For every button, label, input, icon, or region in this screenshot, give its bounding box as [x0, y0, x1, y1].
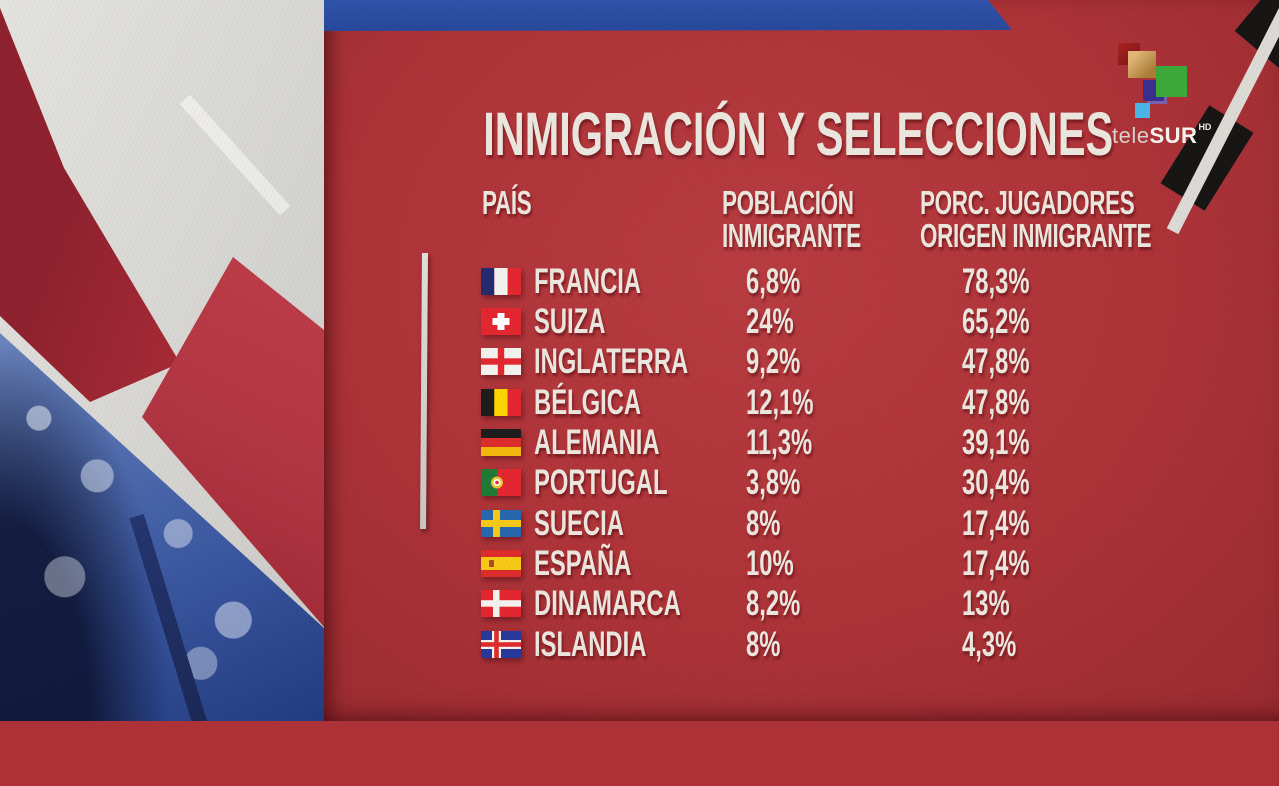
players-percentage-value: 39,1% — [962, 423, 1030, 463]
column-header-poblacion: POBLACIÓN INMIGRANTE — [722, 186, 926, 252]
header-pais-label: PAÍS — [482, 184, 532, 221]
population-value: 3,8% — [746, 463, 801, 503]
table-row: BÉLGICA 12,1% 47,8% — [481, 382, 1161, 422]
population-value: 8,2% — [746, 584, 801, 624]
flag-dinamarca-icon — [481, 590, 534, 618]
table-row: INGLATERRA 9,2% 47,8% — [481, 342, 1161, 382]
players-percentage-value: 17,4% — [962, 544, 1030, 584]
country-name: FRANCIA — [534, 261, 642, 301]
flag-photo-background — [0, 0, 324, 721]
population-value: 12,1% — [746, 382, 814, 422]
country-name: SUIZA — [534, 302, 606, 342]
header-poblacion-line2: INMIGRANTE — [722, 217, 861, 254]
table-row: ESPAÑA 10% 17,4% — [481, 543, 1161, 583]
table-row: PORTUGAL 3,8% 30,4% — [481, 463, 1161, 503]
flag-alemania-icon — [481, 429, 534, 457]
top-blue-band — [324, 0, 1012, 31]
population-value: 9,2% — [746, 342, 801, 382]
page-title: INMIGRACIÓN Y SELECCIONES — [483, 100, 1113, 168]
logo-text-sur: SUR — [1149, 123, 1198, 148]
header-poblacion-line1: POBLACIÓN — [722, 184, 854, 221]
country-name: ISLANDIA — [534, 624, 647, 664]
players-percentage-value: 47,8% — [962, 382, 1030, 422]
players-percentage-value: 65,2% — [962, 302, 1030, 342]
country-name: PORTUGAL — [534, 463, 668, 503]
flag-portugal-icon — [481, 469, 534, 497]
country-name: ALEMANIA — [534, 423, 660, 463]
table-row: SUIZA 24% 65,2% — [481, 301, 1161, 341]
population-value: 6,8% — [746, 261, 801, 301]
players-percentage-value: 17,4% — [962, 503, 1030, 543]
population-value: 10% — [746, 544, 794, 584]
header-porc-line1: PORC. JUGADORES — [920, 184, 1135, 221]
flag-francia-icon — [481, 267, 534, 295]
flag-espana-icon — [481, 550, 534, 578]
population-value: 11,3% — [746, 423, 813, 463]
population-value: 24% — [746, 302, 794, 342]
table-row: FRANCIA 6,8% 78,3% — [481, 261, 1161, 301]
flag-inglaterra-icon — [481, 348, 534, 376]
country-name: ESPAÑA — [534, 544, 632, 584]
hd-badge: HD — [1198, 122, 1212, 132]
immigration-table: FRANCIA 6,8% 78,3% SUIZA 24% 65,2% INGLA… — [481, 261, 1161, 664]
flag-islandia-icon — [481, 630, 534, 658]
logo-square-green-icon — [1156, 66, 1187, 97]
logo-text-tele: tele — [1112, 123, 1150, 148]
flagpole-silhouette — [129, 513, 226, 721]
logo-square-tan-icon — [1128, 51, 1156, 78]
country-name: SUECIA — [534, 503, 624, 543]
country-name: DINAMARCA — [534, 584, 681, 624]
players-percentage-value: 78,3% — [962, 261, 1030, 301]
column-header-porc-jugadores: PORC. JUGADORES ORIGEN INMIGRANTE — [920, 186, 1260, 252]
flag-fold-highlight — [179, 94, 291, 216]
country-name: INGLATERRA — [534, 342, 689, 382]
table-row: DINAMARCA 8,2% 13% — [481, 584, 1161, 624]
header-porc-line2: ORIGEN INMIGRANTE — [920, 217, 1152, 254]
players-percentage-value: 13% — [962, 584, 1010, 624]
country-name: BÉLGICA — [534, 382, 642, 422]
table-row: ISLANDIA 8% 4,3% — [481, 624, 1161, 664]
flag-suiza-icon — [481, 308, 534, 336]
logo-square-cyan-icon — [1135, 103, 1150, 118]
flag-belgica-icon — [481, 388, 534, 416]
column-header-pais: PAÍS — [482, 186, 555, 219]
population-value: 8% — [746, 503, 781, 543]
logo-wordmark: teleSURHD — [1112, 116, 1211, 147]
players-percentage-value: 4,3% — [962, 624, 1017, 664]
players-percentage-value: 47,8% — [962, 342, 1030, 382]
flag-suecia-icon — [481, 509, 534, 537]
table-row: ALEMANIA 11,3% 39,1% — [481, 422, 1161, 462]
page-title-wrap: INMIGRACIÓN Y SELECCIONES — [324, 104, 1272, 165]
table-row: SUECIA 8% 17,4% — [481, 503, 1161, 543]
players-percentage-value: 30,4% — [962, 463, 1030, 503]
population-value: 8% — [746, 624, 781, 664]
